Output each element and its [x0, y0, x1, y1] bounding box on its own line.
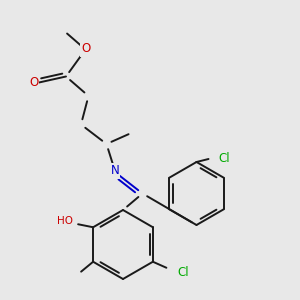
Text: HO: HO	[57, 216, 73, 226]
Text: Cl: Cl	[177, 266, 189, 279]
Text: Cl: Cl	[218, 152, 230, 165]
Text: O: O	[82, 42, 91, 56]
Text: N: N	[110, 164, 119, 178]
Text: O: O	[29, 76, 38, 89]
